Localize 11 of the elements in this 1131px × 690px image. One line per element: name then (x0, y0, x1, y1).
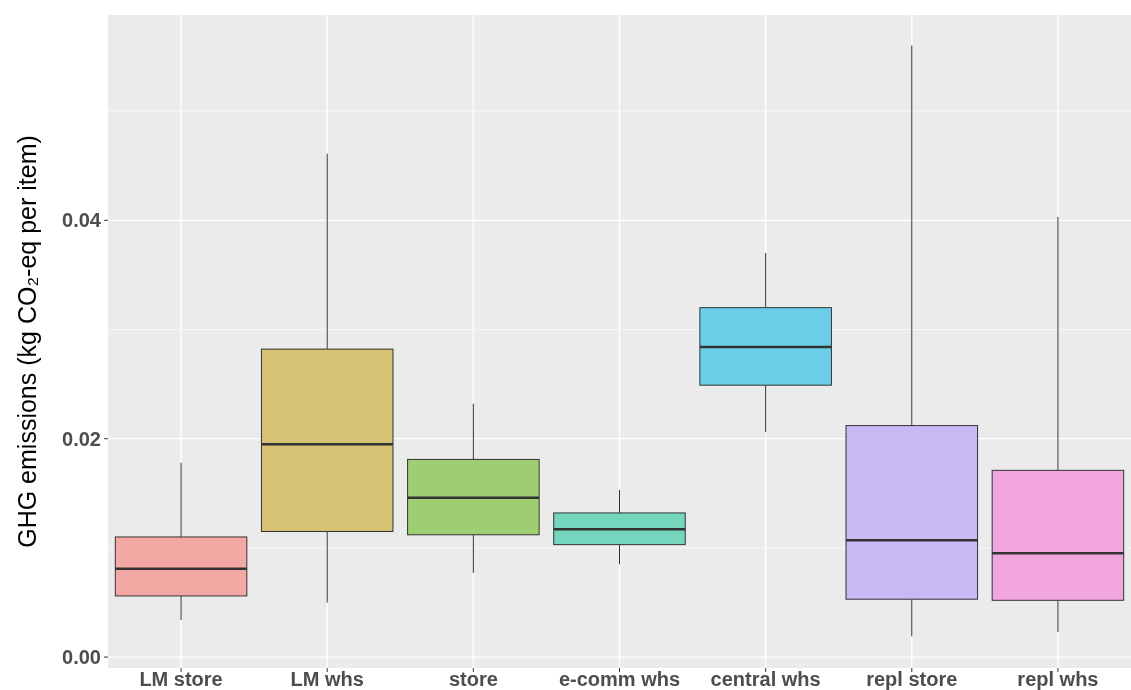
y-tick-label: 0.04 (62, 209, 102, 232)
x-tick-label: e-comm whs (558, 668, 681, 690)
y-tick-label: 0.00 (62, 646, 101, 669)
y-axis-title: GHG emissions (kg CO₂-eq per item) (13, 135, 41, 548)
x-tick-label: repl store (866, 668, 958, 690)
x-tick-label: LM store (139, 668, 223, 690)
y-tick-label: 0.02 (62, 427, 101, 450)
x-tick-label: store (448, 668, 498, 690)
x-tick-label: repl whs (1017, 668, 1099, 690)
x-tick-label: central whs (710, 668, 821, 690)
x-tick-label: LM whs (290, 668, 364, 690)
